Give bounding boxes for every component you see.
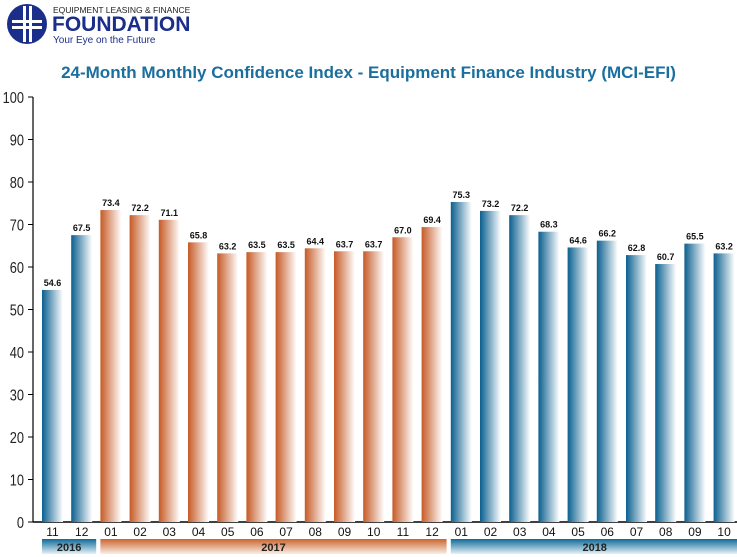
y-tick-label: 80 [10, 175, 24, 193]
bar [509, 215, 531, 522]
bar-value-label: 63.7 [336, 239, 354, 249]
bar [713, 253, 735, 522]
bar-value-label: 65.5 [686, 232, 704, 242]
bar-value-label: 62.8 [628, 243, 646, 253]
y-tick-label: 20 [10, 430, 24, 448]
bar-value-label: 72.2 [511, 203, 529, 213]
bar-value-label: 67.0 [394, 225, 412, 235]
y-tick-label: 60 [10, 260, 24, 278]
y-tick-label: 100 [3, 90, 24, 108]
bar [567, 247, 589, 522]
bar-value-label: 73.4 [102, 198, 120, 208]
bar-value-label: 63.7 [365, 239, 383, 249]
bar [538, 231, 560, 522]
bar [450, 201, 472, 522]
bar [392, 237, 414, 522]
x-tick-label: 08 [659, 525, 673, 539]
bar-value-label: 65.8 [190, 230, 208, 240]
bar-value-label: 60.7 [657, 252, 675, 262]
year-band [42, 539, 97, 554]
x-tick-label: 06 [250, 525, 264, 539]
bar [158, 219, 180, 522]
bar [217, 253, 239, 522]
x-tick-label: 12 [425, 525, 439, 539]
x-tick-label: 09 [688, 525, 702, 539]
bar [626, 255, 647, 522]
bar-value-label: 73.2 [482, 199, 500, 209]
x-tick-label: 09 [338, 525, 352, 539]
bar [684, 243, 706, 522]
y-tick-label: 40 [10, 345, 24, 363]
bar-value-label: 63.2 [219, 241, 237, 251]
x-tick-label: 11 [397, 525, 410, 539]
x-tick-label: 03 [163, 525, 177, 539]
bar-value-label: 64.6 [569, 235, 587, 245]
bar-value-label: 63.2 [715, 241, 733, 251]
year-band [100, 539, 447, 554]
year-label: 2016 [57, 542, 81, 554]
foundation-logo: EQUIPMENT LEASING & FINANCE FOUNDATION Y… [7, 4, 191, 46]
year-band [450, 539, 737, 554]
logo-line1: EQUIPMENT LEASING & FINANCE [53, 5, 191, 15]
chart-title: 24-Month Monthly Confidence Index - Equi… [61, 63, 676, 82]
x-tick-label: 11 [46, 525, 59, 539]
y-tick-label: 30 [10, 387, 24, 405]
bar-value-label: 71.1 [161, 208, 179, 218]
x-tick-label: 12 [75, 525, 89, 539]
bar [363, 251, 385, 522]
bar-value-label: 72.2 [131, 203, 149, 213]
bar [655, 264, 677, 522]
bar-value-label: 64.4 [307, 236, 325, 246]
bar [275, 252, 297, 522]
bar-value-label: 63.5 [277, 240, 295, 250]
x-tick-label: 07 [279, 525, 293, 539]
bar-value-label: 63.5 [248, 240, 266, 250]
bar [480, 210, 501, 522]
x-tick-label: 03 [513, 525, 527, 539]
logo-line2: FOUNDATION [52, 13, 190, 36]
y-tick-label: 70 [10, 217, 24, 235]
x-tick-label: 10 [717, 525, 731, 539]
bar [246, 252, 268, 522]
x-tick-label: 08 [309, 525, 323, 539]
x-tick-label: 04 [542, 525, 556, 539]
y-tick-label: 90 [10, 132, 24, 150]
x-tick-label: 02 [133, 525, 147, 539]
bar [304, 248, 326, 523]
y-tick-label: 50 [10, 302, 24, 320]
bar-value-label: 66.2 [599, 229, 617, 239]
x-tick-label: 01 [455, 525, 469, 539]
bar [129, 215, 151, 522]
bar [71, 235, 93, 522]
bar-value-label: 67.5 [73, 223, 91, 233]
x-tick-label: 10 [367, 525, 381, 539]
year-label: 2018 [582, 542, 606, 554]
bar [334, 251, 355, 522]
bar [596, 240, 618, 522]
bar-value-label: 68.3 [540, 220, 558, 230]
x-tick-label: 05 [571, 525, 585, 539]
y-tick-label: 0 [17, 515, 24, 533]
bar-value-label: 75.3 [453, 190, 471, 200]
bar [42, 289, 63, 522]
x-tick-label: 06 [601, 525, 615, 539]
x-tick-label: 04 [192, 525, 206, 539]
bar [188, 242, 209, 522]
bar-value-label: 54.6 [44, 278, 62, 288]
year-label: 2017 [261, 542, 285, 554]
bar-value-label: 69.4 [423, 215, 441, 225]
bar [100, 210, 122, 523]
logo-tagline: Your Eye on the Future [53, 35, 156, 46]
bar [421, 227, 443, 523]
x-tick-label: 05 [221, 525, 235, 539]
x-tick-label: 01 [104, 525, 118, 539]
y-tick-label: 10 [10, 472, 24, 490]
x-tick-label: 02 [484, 525, 498, 539]
x-tick-label: 07 [630, 525, 644, 539]
